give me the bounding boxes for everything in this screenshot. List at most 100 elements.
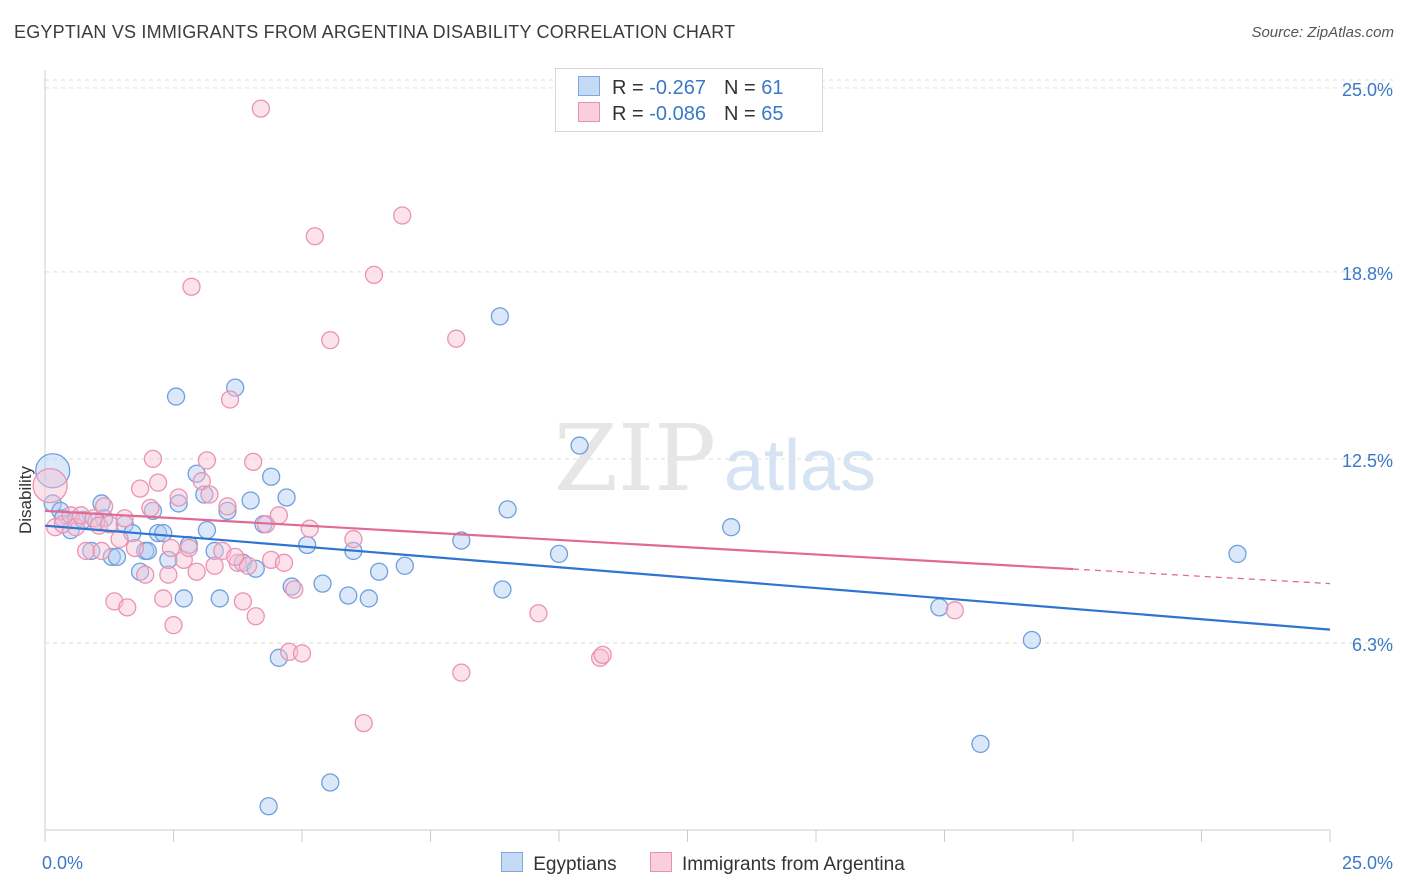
stats-swatch-egyptians [578,76,600,96]
point-argentina-21 [154,589,173,608]
x-tick-label-end: 25.0% [1342,853,1393,873]
point-egyptians-10 [102,547,121,567]
y-tick-label-3: 25.0% [1342,80,1393,100]
axes [44,70,1331,842]
legend-item-egyptians[interactable]: Egyptians [501,852,617,876]
point-argentina-17 [136,565,155,584]
point-argentina-14 [118,598,137,617]
legend: Egyptians Immigrants from Argentina [0,852,1406,876]
trend-lines [44,509,1331,631]
point-argentina-60 [593,645,612,664]
point-egyptians-22 [174,589,193,608]
point-egyptians-28 [210,589,229,608]
point-argentina-20 [148,473,168,492]
point-argentina-25 [174,550,193,569]
legend-item-argentina[interactable]: Immigrants from Argentina [649,852,905,876]
point-egyptians-56 [971,734,990,754]
point-egyptians-18 [154,523,173,543]
point-argentina-39 [244,452,263,472]
point-egyptians-42 [321,773,340,792]
point-egyptians-11 [107,547,127,567]
chart-title: EGYPTIAN VS IMMIGRANTS FROM ARGENTINA DI… [14,22,736,42]
point-argentina-0 [32,467,68,504]
stats-n-value: 61 [761,77,784,99]
point-egyptians-27 [205,541,224,561]
point-argentina-12 [110,529,129,549]
point-egyptians-48 [452,531,471,550]
point-argentina-61 [945,601,964,620]
point-egyptians-47 [395,556,414,575]
point-argentina-34 [218,497,237,516]
point-argentina-45 [274,553,294,572]
point-egyptians-39 [282,577,301,596]
stats-r-value: -0.086 [649,103,706,125]
point-argentina-32 [205,556,224,575]
point-egyptians-40 [297,535,317,555]
legend-label-argentina: Immigrants from Argentina [681,854,905,875]
point-egyptians-55 [930,598,949,617]
point-argentina-13 [115,509,134,528]
point-egyptians-29 [218,501,237,521]
point-egyptians-54 [722,518,741,537]
stats-row-egyptians: R = -0.267 N = 61 [578,76,783,100]
stats-n-label: N = [723,77,762,99]
source-label: Source: ZipAtlas.com [1251,24,1394,41]
point-argentina-50 [305,227,325,246]
point-argentina-51 [321,331,340,350]
point-egyptians-41 [313,574,332,593]
y-tick-label-1: 12.5% [1342,451,1393,471]
stats-r-label: R = [612,77,650,99]
y-tick-label-0: 6.3% [1352,635,1393,655]
point-egyptians-14 [130,562,150,581]
point-argentina-16 [130,479,150,498]
point-egyptians-8 [92,494,111,513]
trend-line-argentina-dashed [1072,568,1331,585]
point-argentina-28 [187,562,206,581]
point-egyptians-26 [197,521,217,540]
stats-row-argentina: R = -0.086 N = 65 [578,102,783,126]
point-argentina-56 [447,329,466,348]
point-argentina-27 [182,277,201,296]
stats-swatch-argentina [578,102,600,122]
point-argentina-57 [452,663,471,682]
point-egyptians-25 [195,485,214,504]
point-argentina-31 [200,485,219,504]
point-argentina-30 [197,451,217,470]
point-egyptians-0 [35,453,71,489]
point-argentina-52 [344,529,363,549]
point-argentina-24 [169,488,188,507]
y-axis-label-text: Disability [16,465,35,535]
stats-n-value: 65 [761,103,784,125]
point-argentina-23 [164,616,183,635]
point-argentina-35 [220,390,240,409]
stats-r-label: R = [612,103,650,125]
point-egyptians-16 [143,501,163,521]
trend-line-argentina [44,509,1074,571]
point-egyptians-30 [226,378,245,397]
point-egyptians-20 [166,387,186,406]
point-argentina-48 [292,644,312,663]
stats-r-value: -0.267 [649,77,706,99]
point-argentina-37 [233,592,253,611]
point-egyptians-53 [570,436,589,455]
series-argentina-points [32,99,964,733]
x-tick-labels: 0.0% 25.0% [42,853,1393,873]
point-argentina-49 [300,519,319,538]
point-argentina-54 [364,265,384,284]
watermark-atlas: atlas [724,426,876,506]
point-egyptians-51 [498,500,517,519]
point-argentina-18 [141,498,160,518]
point-argentina-44 [269,506,289,525]
point-argentina-22 [159,565,178,584]
point-argentina-15 [125,538,145,558]
point-argentina-47 [285,580,304,599]
point-egyptians-32 [241,491,260,510]
point-argentina-40 [246,607,265,626]
point-argentina-53 [354,713,373,733]
point-egyptians-21 [169,494,188,513]
y-tick-labels: 6.3% 12.5% 18.8% 25.0% [1342,80,1393,655]
point-argentina-38 [238,556,258,575]
stats-n-label: N = [723,103,762,125]
point-egyptians-57 [1022,630,1042,650]
point-argentina-41 [251,99,271,118]
